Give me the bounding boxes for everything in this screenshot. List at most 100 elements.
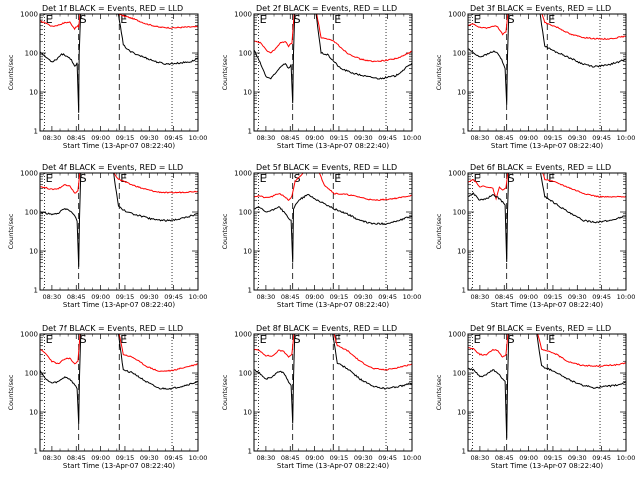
plot-frame (253, 333, 413, 452)
x-tick-label: 09:00 (305, 293, 324, 301)
x-axis-label: Start Time (13-Apr-07 08:22:40) (491, 301, 603, 309)
x-tick-label: 09:45 (164, 293, 183, 301)
event-marker-label: S (80, 172, 87, 185)
x-tick-label: 09:30 (568, 134, 587, 142)
y-tick-label: 1 (248, 287, 252, 295)
x-tick-label: 08:45 (281, 293, 300, 301)
x-tick-label: 09:30 (354, 454, 373, 462)
plot-frame (467, 172, 627, 291)
y-tick-label: 100 (25, 209, 38, 217)
events-series-line (254, 334, 412, 424)
series-group (40, 334, 198, 425)
event-marker-label: E (334, 172, 341, 185)
x-tick-label: 09:30 (354, 293, 373, 301)
y-tick-label: 10 (457, 89, 466, 97)
x-axis-label: Start Time (13-Apr-07 08:22:40) (277, 462, 389, 470)
event-marker-label: S (80, 333, 87, 346)
panel-title: Det 3f BLACK = Events, RED = LLD (470, 4, 611, 13)
series-group (468, 334, 626, 439)
events-series-line (254, 14, 412, 104)
x-tick-label: 08:45 (281, 134, 300, 142)
series-group (254, 334, 412, 424)
panel-title: Det 8f BLACK = Events, RED = LLD (256, 324, 397, 333)
x-tick-label: 09:00 (519, 293, 538, 301)
plot-frame (39, 333, 199, 452)
y-axis-label: Counts/sec (435, 374, 443, 410)
y-tick-label: 1000 (20, 331, 38, 339)
y-axis-label: Counts/sec (7, 54, 15, 90)
panel-6: Det 6f BLACK = Events, RED = LLD Counts/s… (435, 163, 636, 309)
events-series-line (40, 14, 198, 113)
x-tick-label: 10:00 (189, 293, 208, 301)
events-series-line (468, 334, 626, 439)
event-marker-label: E (260, 172, 267, 185)
x-tick-label: 09:00 (305, 454, 324, 462)
x-tick-label: 08:30 (43, 134, 62, 142)
x-tick-label: 09:00 (91, 134, 110, 142)
x-tick-label: 10:00 (617, 293, 636, 301)
x-tick-label: 09:00 (305, 134, 324, 142)
event-marker-label: E (548, 13, 555, 26)
event-marker-label: S (294, 333, 301, 346)
y-axis-label: Counts/sec (7, 213, 15, 249)
panel-3: Det 3f BLACK = Events, RED = LLD Counts/s… (435, 4, 635, 150)
x-tick-label: 09:45 (378, 454, 397, 462)
x-tick-label: 08:30 (471, 134, 490, 142)
panel-9: Det 9f BLACK = Events, RED = LLD Counts/s… (435, 324, 635, 470)
x-tick-label: 08:30 (257, 293, 276, 301)
event-marker-label: S (508, 333, 515, 346)
x-tick-label: 08:45 (495, 293, 514, 301)
panel-title: Det 7f BLACK = Events, RED = LLD (42, 324, 183, 333)
events-series-line (40, 173, 198, 267)
event-marker-label: E (548, 333, 555, 346)
x-tick-label: 09:15 (330, 134, 349, 142)
x-tick-label: 09:00 (519, 454, 538, 462)
lld-series-line (254, 173, 412, 201)
panel-1: Det 1f BLACK = Events, RED = LLD Counts/s… (7, 4, 207, 150)
panel-title: Det 5f BLACK = Events, RED = LLD (256, 163, 397, 172)
x-tick-label: 09:45 (164, 134, 183, 142)
x-tick-label: 09:30 (140, 293, 159, 301)
x-tick-label: 10:00 (403, 293, 422, 301)
x-axis-label: Start Time (13-Apr-07 08:22:40) (63, 301, 175, 309)
x-tick-label: 09:15 (116, 454, 135, 462)
panel-8: Det 8f BLACK = Events, RED = LLD Counts/s… (221, 324, 421, 470)
event-marker-label: E (46, 13, 53, 26)
y-tick-label: 10 (457, 409, 466, 417)
x-tick-label: 09:45 (378, 134, 397, 142)
plot-frame (253, 13, 413, 132)
x-tick-label: 08:30 (257, 134, 276, 142)
lld-series-line (40, 173, 198, 194)
x-tick-label: 09:15 (330, 293, 349, 301)
y-tick-label: 1 (462, 128, 466, 136)
events-series-line (468, 14, 626, 105)
y-tick-label: 1000 (20, 170, 38, 178)
lld-series-line (468, 173, 626, 201)
plot-frame (39, 172, 199, 291)
x-tick-label: 08:45 (67, 293, 86, 301)
y-axis-label: Counts/sec (435, 54, 443, 90)
y-axis-label: Counts/sec (221, 374, 229, 410)
lld-series-line (468, 14, 626, 40)
y-axis-label: Counts/sec (221, 213, 229, 249)
event-marker-label: E (46, 333, 53, 346)
x-tick-label: 09:15 (116, 293, 135, 301)
x-tick-label: 08:45 (281, 454, 300, 462)
y-tick-label: 1 (248, 128, 252, 136)
series-group (40, 14, 198, 113)
lld-series-line (468, 334, 626, 368)
event-marker-label: E (120, 172, 127, 185)
x-tick-label: 09:00 (519, 134, 538, 142)
x-axis-label: Start Time (13-Apr-07 08:22:40) (63, 462, 175, 470)
x-tick-label: 09:15 (544, 293, 563, 301)
event-marker-label: E (548, 172, 555, 185)
plot-frame (253, 172, 413, 291)
x-tick-label: 09:15 (116, 134, 135, 142)
event-marker-label: E (474, 172, 481, 185)
panel-title: Det 1f BLACK = Events, RED = LLD (42, 4, 183, 13)
lld-series-line (254, 334, 412, 371)
y-tick-label: 10 (29, 409, 38, 417)
panel-title: Det 6f BLACK = Events, RED = LLD (470, 163, 611, 172)
events-series-line (254, 193, 412, 263)
x-axis-label: Start Time (13-Apr-07 08:22:40) (277, 301, 389, 309)
